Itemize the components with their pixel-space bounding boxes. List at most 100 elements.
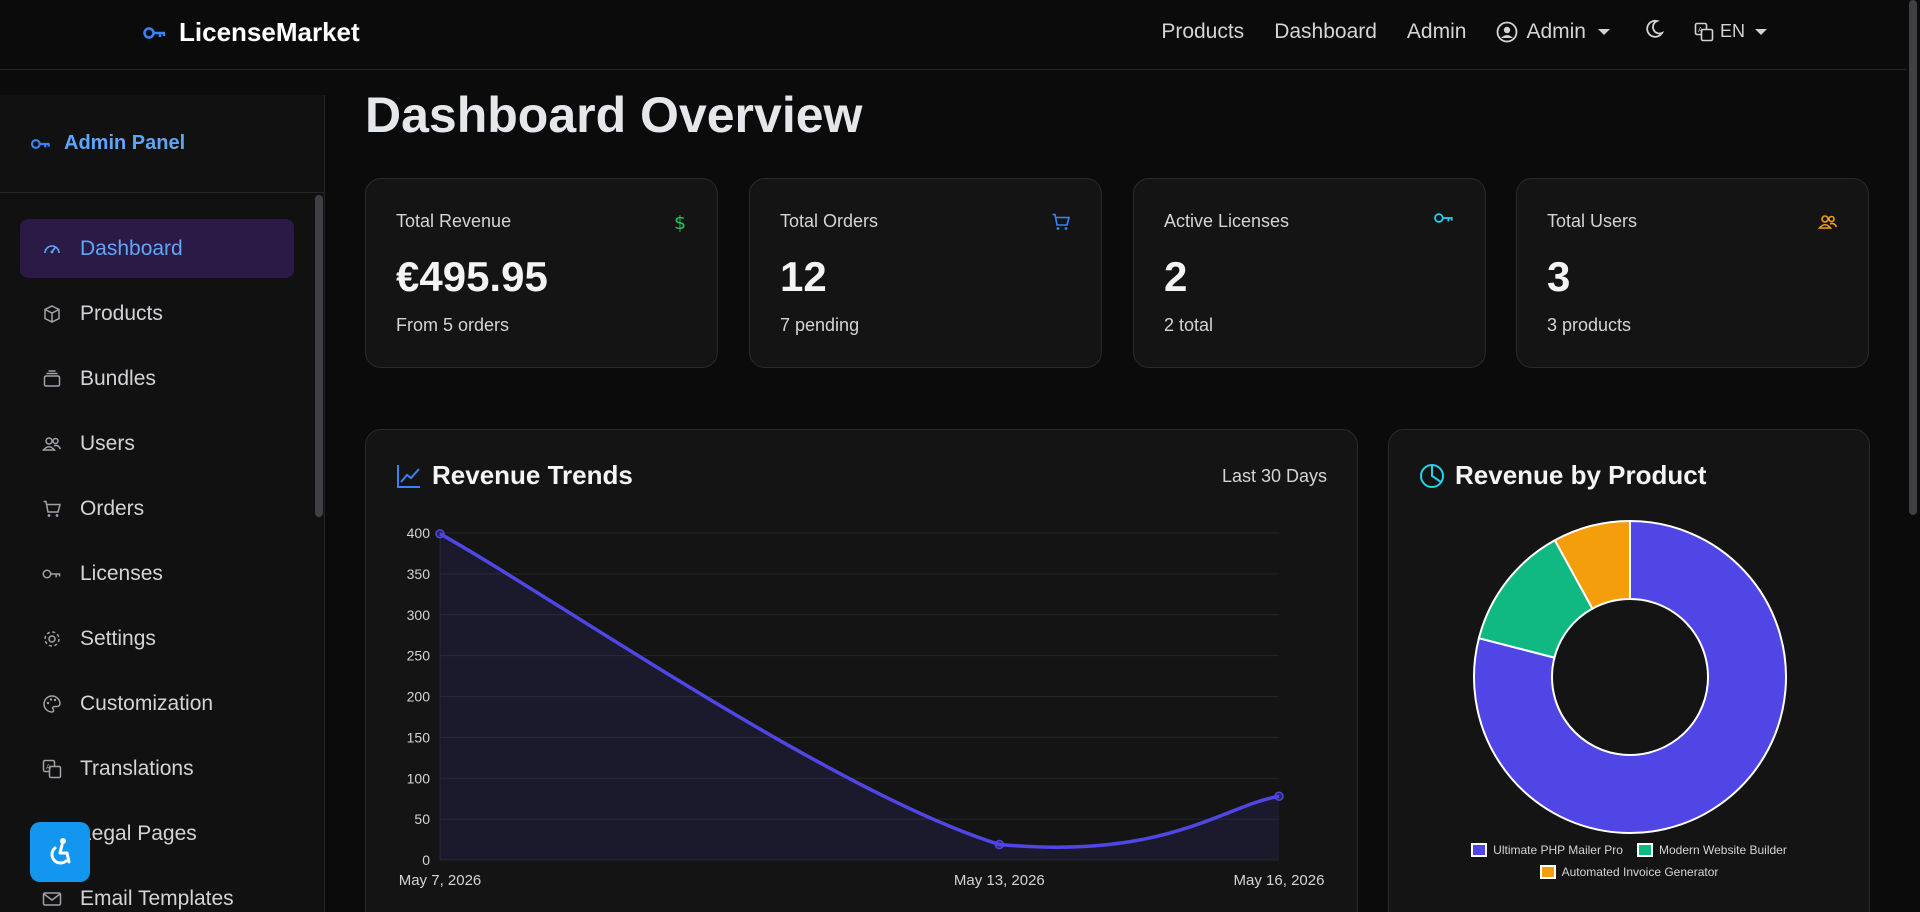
legend-item[interactable]: Automated Invoice Generator: [1539, 865, 1718, 879]
stat-label: Total Revenue: [396, 211, 512, 231]
language-menu[interactable]: A EN: [1694, 21, 1767, 42]
y-tick-label: 400: [407, 525, 431, 541]
nav-link-products[interactable]: Products: [1161, 19, 1245, 43]
y-tick-label: 350: [407, 566, 431, 582]
y-tick-label: 100: [407, 770, 431, 786]
legend-swatch: [1636, 843, 1653, 857]
theme-toggle[interactable]: [1644, 19, 1665, 44]
legend-swatch: [1539, 865, 1556, 879]
user-circle-icon: [1497, 21, 1518, 42]
svg-text:A: A: [1698, 26, 1703, 34]
legend-item[interactable]: Ultimate PHP Mailer Pro: [1471, 843, 1623, 857]
sidebar-item-licenses[interactable]: Licenses: [20, 544, 294, 603]
pie-chart-icon: [1420, 463, 1444, 488]
sidebar-item-orders[interactable]: Orders: [20, 479, 294, 538]
moon-icon: [1646, 19, 1665, 38]
sidebar-item-settings[interactable]: Settings: [20, 609, 294, 668]
y-tick-label: 50: [414, 811, 430, 827]
language-label: EN: [1719, 21, 1745, 41]
sidebar-item-label: Translations: [80, 756, 194, 780]
sidebar-item-translations[interactable]: A Translations: [20, 739, 294, 798]
users-icon: [1818, 215, 1838, 229]
palette-icon: [43, 694, 61, 713]
sidebar-item-label: Dashboard: [80, 236, 183, 260]
accessibility-icon: [50, 838, 71, 865]
stat-value: 2: [1164, 253, 1188, 300]
legend-item[interactable]: Modern Website Builder: [1636, 843, 1787, 857]
stat-value: 3: [1547, 253, 1571, 300]
stat-subtext: From 5 orders: [396, 315, 510, 335]
stat-card-revenue: Total Revenue $ €495.95 From 5 orders: [365, 178, 718, 368]
stat-value: €495.95: [396, 253, 548, 300]
brand[interactable]: LicenseMarket: [143, 17, 360, 48]
x-tick-label: May 16, 2026: [1234, 872, 1325, 889]
pie-slice[interactable]: [1553, 519, 1631, 611]
sidebar-item-label: Bundles: [80, 366, 156, 390]
nav-link-admin[interactable]: Admin: [1406, 19, 1467, 43]
stat-card-licenses: Active Licenses 2 2 total: [1133, 178, 1486, 368]
envelope-icon: [42, 891, 62, 906]
legend-row: Automated Invoice Generator: [1389, 865, 1869, 879]
revenue-series-line: [439, 532, 1280, 849]
sidebar-item-label: Email Templates: [80, 886, 234, 910]
sidebar-item-label: Licenses: [80, 561, 163, 585]
revenue-doughnut-chart: [1473, 519, 1787, 834]
top-navbar: LicenseMarket Products Dashboard Admin A…: [0, 0, 1920, 70]
stat-subtext: 3 products: [1547, 315, 1632, 335]
date-range-label[interactable]: Last 30 Days: [1221, 466, 1327, 486]
cart-icon: [43, 500, 61, 517]
data-point[interactable]: [1274, 791, 1284, 801]
revenue-area-fill: [440, 533, 1279, 860]
window-scrollbar[interactable]: [1906, 0, 1920, 912]
sidebar-item-bundles[interactable]: Bundles: [20, 349, 294, 408]
pie-slice[interactable]: [1473, 519, 1787, 834]
revenue-trends-title: Revenue Trends: [396, 460, 633, 491]
sidebar-scrollbar[interactable]: [315, 195, 323, 517]
sidebar-header: Admin Panel: [0, 95, 324, 193]
user-menu-label: Admin: [1526, 19, 1586, 43]
legend-swatch: [1471, 843, 1488, 857]
legend-label: Ultimate PHP Mailer Pro: [1493, 843, 1623, 857]
chart-legend: Ultimate PHP Mailer Pro Modern Website B…: [1389, 843, 1869, 887]
accessibility-button[interactable]: [30, 822, 90, 882]
stat-label: Total Users: [1547, 211, 1638, 231]
stat-label: Active Licenses: [1164, 211, 1290, 231]
y-tick-label: 200: [407, 689, 431, 705]
stat-value: 12: [780, 253, 827, 300]
nav-link-dashboard[interactable]: Dashboard: [1274, 19, 1377, 43]
sidebar-title: Admin Panel: [64, 132, 186, 154]
sidebar-item-products[interactable]: Products: [20, 284, 294, 343]
panel-title-text: Revenue Trends: [432, 460, 633, 490]
data-point[interactable]: [435, 529, 445, 539]
sidebar-item-email-templates[interactable]: Email Templates: [20, 869, 294, 912]
brand-name: LicenseMarket: [179, 17, 360, 47]
sidebar-item-label: Products: [80, 301, 163, 325]
sidebar-item-users[interactable]: Users: [20, 414, 294, 473]
legend-label: Modern Website Builder: [1658, 843, 1787, 857]
stat-card-orders: Total Orders 12 7 pending: [749, 178, 1102, 368]
dollar-icon: $: [674, 212, 686, 232]
sidebar-item-label: Users: [80, 431, 135, 455]
sidebar-item-label: Legal Pages: [80, 821, 197, 845]
y-tick-label: 0: [422, 852, 430, 868]
key-icon: [143, 26, 166, 39]
sidebar-menu: Dashboard Products Bundles Users: [20, 219, 294, 912]
data-point[interactable]: [994, 839, 1005, 850]
key-icon: [1434, 213, 1453, 223]
revenue-by-product-panel: Revenue by Product Ultimate PHP Mailer P…: [1388, 429, 1870, 912]
svg-text:A: A: [46, 763, 51, 771]
y-tick-label: 250: [407, 648, 431, 664]
sidebar-item-label: Settings: [80, 626, 156, 650]
chevron-down-icon: [1755, 28, 1767, 35]
users-icon: [42, 436, 62, 451]
sidebar-item-label: Orders: [80, 496, 145, 520]
y-tick-label: 300: [407, 607, 431, 623]
page-title: Dashboard Overview: [365, 87, 863, 143]
gauge-icon: [44, 244, 60, 253]
user-menu[interactable]: Admin: [1496, 20, 1610, 44]
y-tick-label: 150: [407, 729, 431, 745]
window-scrollbar-thumb[interactable]: [1909, 0, 1917, 515]
sidebar-item-customization[interactable]: Customization: [20, 674, 294, 733]
sidebar-item-dashboard[interactable]: Dashboard: [20, 219, 294, 278]
key-icon: [42, 569, 61, 578]
